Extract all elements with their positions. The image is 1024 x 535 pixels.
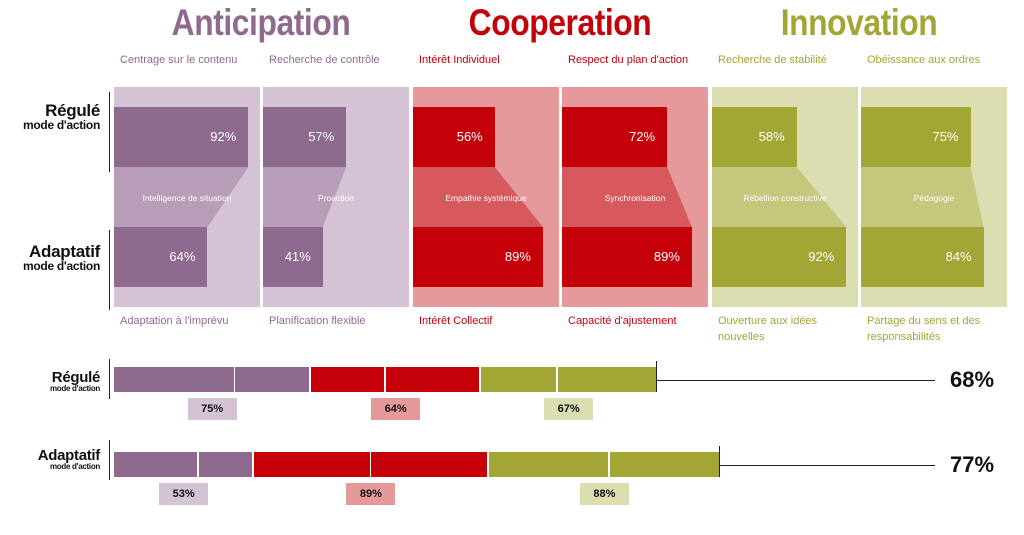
- summary-segment: [235, 367, 310, 392]
- summary-segment: [488, 452, 609, 477]
- summary-total: 68%: [950, 367, 995, 392]
- dimension-bottom-label: Capacité d'ajustement: [568, 315, 677, 327]
- summary-group-badge: 67%: [544, 398, 594, 420]
- summary-leader-line: [719, 465, 935, 466]
- dimension-bottom-label: Planification flexible: [269, 315, 366, 327]
- summary-total: 77%: [950, 452, 995, 477]
- dimension-mid-label: Intelligence de situation: [142, 193, 232, 203]
- summary-end-tick: [719, 446, 721, 477]
- dimension-mid-label: Synchronisation: [604, 193, 666, 203]
- dimension-top-label: Intérêt Individuel: [419, 54, 500, 66]
- bar-adaptatif-value: 89%: [653, 249, 680, 264]
- bar-regule: 56%: [413, 107, 495, 167]
- bar-regule: 58%: [712, 107, 797, 167]
- dimension-top-label: Recherche de contrôle: [269, 54, 380, 66]
- bar-regule: 75%: [861, 107, 971, 167]
- dimension-mid-label: Pédagogie: [913, 193, 955, 203]
- bar-regule-value: 58%: [758, 129, 785, 144]
- summary-end-tick: [655, 361, 657, 392]
- connector-shape: [114, 167, 249, 227]
- row-label-adaptatif-main: Adaptatif: [29, 242, 100, 261]
- dimension-top-label: Centrage sur le contenu: [120, 54, 238, 66]
- row-label-adaptatif-sub: mode d'action: [23, 259, 100, 273]
- dimension-bottom-label: Ouverture aux idées nouvelles: [718, 315, 818, 343]
- summary-segment: [311, 367, 384, 392]
- bar-adaptatif: 89%: [413, 227, 543, 287]
- summary-label-regule: Régulé mode d'action: [0, 370, 100, 393]
- group-title-cooperation: Cooperation: [468, 2, 652, 43]
- group-title-anticipation: Anticipation: [171, 2, 351, 43]
- dimension-connector: [861, 167, 984, 227]
- summary-segment: [371, 452, 487, 477]
- bar-adaptatif: 92%: [712, 227, 847, 287]
- summary-group-badge: 89%: [346, 483, 396, 505]
- bar-regule: 72%: [562, 107, 668, 167]
- summary-segment: [114, 452, 198, 477]
- connector-shape: [712, 167, 847, 227]
- group-title-innovation: Innovation: [780, 2, 938, 43]
- summary-label-regule-main: Régulé: [51, 369, 101, 386]
- bar-regule: 57%: [263, 107, 347, 167]
- dimension-connector: [562, 167, 692, 227]
- summary-group-badge: 64%: [371, 398, 421, 420]
- summary-segment: [385, 367, 480, 392]
- row-label-regule: Régulé mode d'action: [0, 102, 100, 131]
- dimension-top-label: Recherche de stabilité: [718, 54, 827, 66]
- summary-segment: [558, 367, 656, 392]
- summary-label-adaptatif-sub: mode d'action: [49, 462, 100, 471]
- row-label-regule-sub: mode d'action: [23, 118, 100, 132]
- bar-adaptatif: 89%: [562, 227, 692, 287]
- bar-adaptatif-value: 92%: [808, 249, 835, 264]
- summary-divider-regule: [109, 359, 110, 399]
- bar-adaptatif-value: 84%: [945, 249, 972, 264]
- dimension-mid-label: Empathie systémique: [445, 193, 527, 203]
- summary-segment: [480, 367, 557, 392]
- dimension-bottom-label: Adaptation à l'imprévu: [120, 315, 229, 327]
- summary-label-regule-sub: mode d'action: [49, 384, 100, 393]
- row-divider-regule: [109, 92, 110, 172]
- dimension-connector: [114, 167, 249, 227]
- summary-segment: [198, 452, 253, 477]
- dimension-bottom-label: Partage du sens et des responsabilités: [867, 315, 981, 343]
- bar-adaptatif-value: 41%: [284, 249, 311, 264]
- dimension-bottom-label: Intérêt Collectif: [419, 315, 493, 327]
- connector-shape: [263, 167, 347, 227]
- bar-adaptatif-value: 89%: [504, 249, 531, 264]
- row-label-regule-main: Régulé: [45, 101, 100, 120]
- bar-regule-value: 72%: [629, 129, 656, 144]
- row-divider-adaptatif: [109, 230, 110, 310]
- bar-regule-value: 56%: [456, 129, 483, 144]
- dimension-mid-label: Proaction: [318, 193, 354, 203]
- summary-label-adaptatif-main: Adaptatif: [37, 447, 101, 464]
- summary-segment: [114, 367, 234, 392]
- connector-shape: [562, 167, 692, 227]
- bar-adaptatif: 84%: [861, 227, 984, 287]
- bar-adaptatif-value: 64%: [169, 249, 196, 264]
- bar-regule-value: 75%: [932, 129, 959, 144]
- dimension-connector: [263, 167, 347, 227]
- summary-leader-line: [655, 380, 935, 381]
- dimension-connector: [712, 167, 847, 227]
- summary-segment: [610, 452, 720, 477]
- bar-regule-value: 92%: [210, 129, 237, 144]
- dimension-connector: [413, 167, 543, 227]
- connector-shape: [413, 167, 543, 227]
- dimension-top-label: Obéissance aux ordres: [867, 54, 981, 66]
- summary-label-adaptatif: Adaptatif mode d'action: [0, 447, 101, 471]
- bar-regule-value: 57%: [308, 129, 335, 144]
- connector-shape: [861, 167, 984, 227]
- bar-adaptatif: 41%: [263, 227, 323, 287]
- summary-group-badge: 53%: [159, 483, 209, 505]
- bar-adaptatif: 64%: [114, 227, 208, 287]
- summary-group-badge: 75%: [187, 398, 237, 420]
- dimension-top-label: Respect du plan d'action: [568, 54, 689, 66]
- summary-divider-adaptatif: [109, 440, 110, 480]
- row-label-adaptatif: Adaptatif mode d'action: [0, 243, 100, 272]
- dimension-mid-label: Rébellion constructive: [743, 193, 827, 203]
- bar-regule: 92%: [114, 107, 249, 167]
- summary-group-badge: 88%: [579, 483, 629, 505]
- summary-segment: [253, 452, 370, 477]
